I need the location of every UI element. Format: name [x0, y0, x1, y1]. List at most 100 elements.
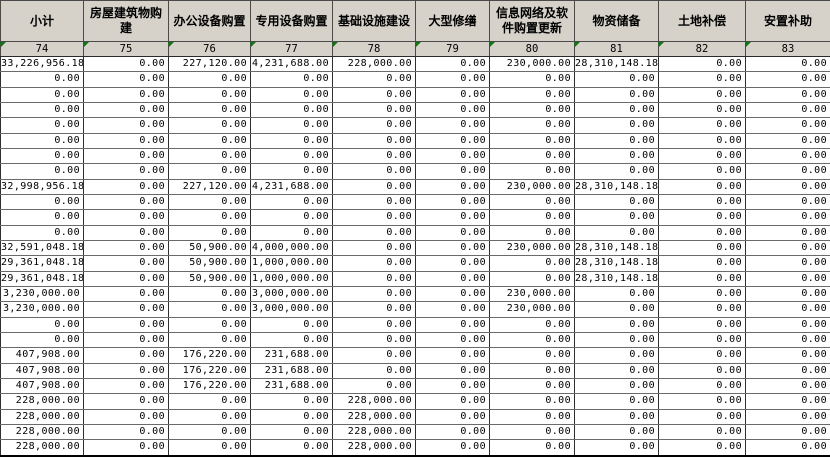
value-cell[interactable]: 0.00: [658, 347, 746, 364]
column-header-82[interactable]: 土地补偿: [658, 0, 746, 42]
value-cell[interactable]: 0.00: [415, 163, 490, 180]
value-cell[interactable]: 0.00: [489, 147, 575, 165]
value-cell[interactable]: 0.00: [168, 224, 251, 241]
value-cell[interactable]: 0.00: [489, 347, 575, 364]
value-cell[interactable]: 407,908.00: [0, 362, 84, 379]
value-cell[interactable]: 0.00: [658, 316, 746, 333]
value-cell[interactable]: 0.00: [83, 270, 169, 287]
value-cell[interactable]: 0.00: [574, 331, 659, 349]
column-code-cell-76[interactable]: 76: [168, 41, 251, 57]
column-header-78[interactable]: 基础设施建设: [332, 0, 416, 42]
value-cell[interactable]: 0.00: [658, 55, 746, 73]
value-cell[interactable]: 0.00: [83, 347, 169, 364]
value-cell[interactable]: 230,000.00: [489, 55, 575, 73]
value-cell[interactable]: 0.00: [415, 86, 490, 103]
column-header-77[interactable]: 专用设备购置: [250, 0, 333, 42]
value-cell[interactable]: 0.00: [489, 377, 575, 395]
value-cell[interactable]: 0.00: [658, 285, 746, 303]
value-cell[interactable]: 0.00: [332, 147, 416, 165]
value-cell[interactable]: 0.00: [168, 331, 251, 349]
value-cell[interactable]: 32,998,956.18: [0, 178, 84, 195]
value-cell[interactable]: 0.00: [658, 301, 746, 318]
value-cell[interactable]: 0.00: [574, 147, 659, 165]
value-cell[interactable]: 0.00: [574, 71, 659, 88]
column-code-cell-78[interactable]: 78: [332, 41, 416, 57]
value-cell[interactable]: 228,000.00: [332, 408, 416, 425]
value-cell[interactable]: 228,000.00: [0, 393, 84, 410]
value-cell[interactable]: 0.00: [168, 117, 251, 134]
value-cell[interactable]: 0.00: [489, 101, 575, 119]
value-cell[interactable]: 0.00: [83, 224, 169, 241]
value-cell[interactable]: 32,591,048.18: [0, 239, 84, 257]
value-cell[interactable]: 0.00: [0, 209, 84, 226]
value-cell[interactable]: 0.00: [168, 301, 251, 318]
value-cell[interactable]: 0.00: [574, 347, 659, 364]
value-cell[interactable]: 0.00: [83, 178, 169, 195]
value-cell[interactable]: 0.00: [574, 377, 659, 395]
value-cell[interactable]: 0.00: [83, 117, 169, 134]
value-cell[interactable]: 0.00: [168, 423, 251, 441]
value-cell[interactable]: 228,000.00: [332, 393, 416, 410]
value-cell[interactable]: 0.00: [415, 178, 490, 195]
column-code-cell-82[interactable]: 82: [658, 41, 746, 57]
value-cell[interactable]: 0.00: [83, 377, 169, 395]
value-cell[interactable]: 0.00: [658, 408, 746, 425]
value-cell[interactable]: 0.00: [83, 147, 169, 165]
value-cell[interactable]: 0.00: [415, 301, 490, 318]
value-cell[interactable]: 0.00: [332, 362, 416, 379]
value-cell[interactable]: 0.00: [250, 393, 333, 410]
value-cell[interactable]: 0.00: [332, 117, 416, 134]
value-cell[interactable]: 28,310,148.18: [574, 239, 659, 257]
value-cell[interactable]: 0.00: [658, 331, 746, 349]
value-cell[interactable]: 0.00: [489, 393, 575, 410]
value-cell[interactable]: 407,908.00: [0, 347, 84, 364]
value-cell[interactable]: 0.00: [415, 147, 490, 165]
value-cell[interactable]: 0.00: [574, 316, 659, 333]
value-cell[interactable]: 0.00: [0, 132, 84, 149]
value-cell[interactable]: 0.00: [574, 301, 659, 318]
value-cell[interactable]: 176,220.00: [168, 377, 251, 395]
value-cell[interactable]: 0.00: [415, 439, 490, 457]
value-cell[interactable]: 1,000,000.00: [250, 255, 333, 272]
value-cell[interactable]: 0.00: [83, 255, 169, 272]
value-cell[interactable]: 0.00: [0, 101, 84, 119]
value-cell[interactable]: 0.00: [83, 193, 169, 211]
value-cell[interactable]: 0.00: [415, 347, 490, 364]
value-cell[interactable]: 0.00: [83, 316, 169, 333]
value-cell[interactable]: 0.00: [332, 163, 416, 180]
value-cell[interactable]: 0.00: [745, 147, 830, 165]
column-header-80[interactable]: 信息网络及软件购置更新: [489, 0, 575, 42]
value-cell[interactable]: 0.00: [489, 132, 575, 149]
value-cell[interactable]: 0.00: [0, 117, 84, 134]
value-cell[interactable]: 0.00: [745, 117, 830, 134]
value-cell[interactable]: 0.00: [415, 377, 490, 395]
value-cell[interactable]: 0.00: [332, 331, 416, 349]
column-code-cell-83[interactable]: 83: [745, 41, 830, 57]
value-cell[interactable]: 4,231,688.00: [250, 55, 333, 73]
value-cell[interactable]: 0.00: [574, 393, 659, 410]
value-cell[interactable]: 0.00: [250, 147, 333, 165]
value-cell[interactable]: 0.00: [745, 255, 830, 272]
value-cell[interactable]: 0.00: [415, 270, 490, 287]
column-header-76[interactable]: 办公设备购置: [168, 0, 251, 42]
value-cell[interactable]: 0.00: [745, 423, 830, 441]
value-cell[interactable]: 0.00: [83, 331, 169, 349]
column-header-74[interactable]: 小计: [0, 0, 84, 42]
column-code-cell-79[interactable]: 79: [415, 41, 490, 57]
value-cell[interactable]: 0.00: [250, 71, 333, 88]
value-cell[interactable]: 0.00: [168, 147, 251, 165]
value-cell[interactable]: 0.00: [745, 301, 830, 318]
value-cell[interactable]: 0.00: [415, 316, 490, 333]
value-cell[interactable]: 0.00: [489, 71, 575, 88]
value-cell[interactable]: 0.00: [415, 255, 490, 272]
value-cell[interactable]: 33,226,956.18: [0, 55, 84, 73]
value-cell[interactable]: 0.00: [489, 316, 575, 333]
value-cell[interactable]: 0.00: [745, 331, 830, 349]
value-cell[interactable]: 0.00: [332, 86, 416, 103]
value-cell[interactable]: 0.00: [332, 270, 416, 287]
value-cell[interactable]: 0.00: [658, 377, 746, 395]
value-cell[interactable]: 0.00: [332, 209, 416, 226]
value-cell[interactable]: 0.00: [415, 393, 490, 410]
value-cell[interactable]: 0.00: [250, 132, 333, 149]
value-cell[interactable]: 231,688.00: [250, 347, 333, 364]
